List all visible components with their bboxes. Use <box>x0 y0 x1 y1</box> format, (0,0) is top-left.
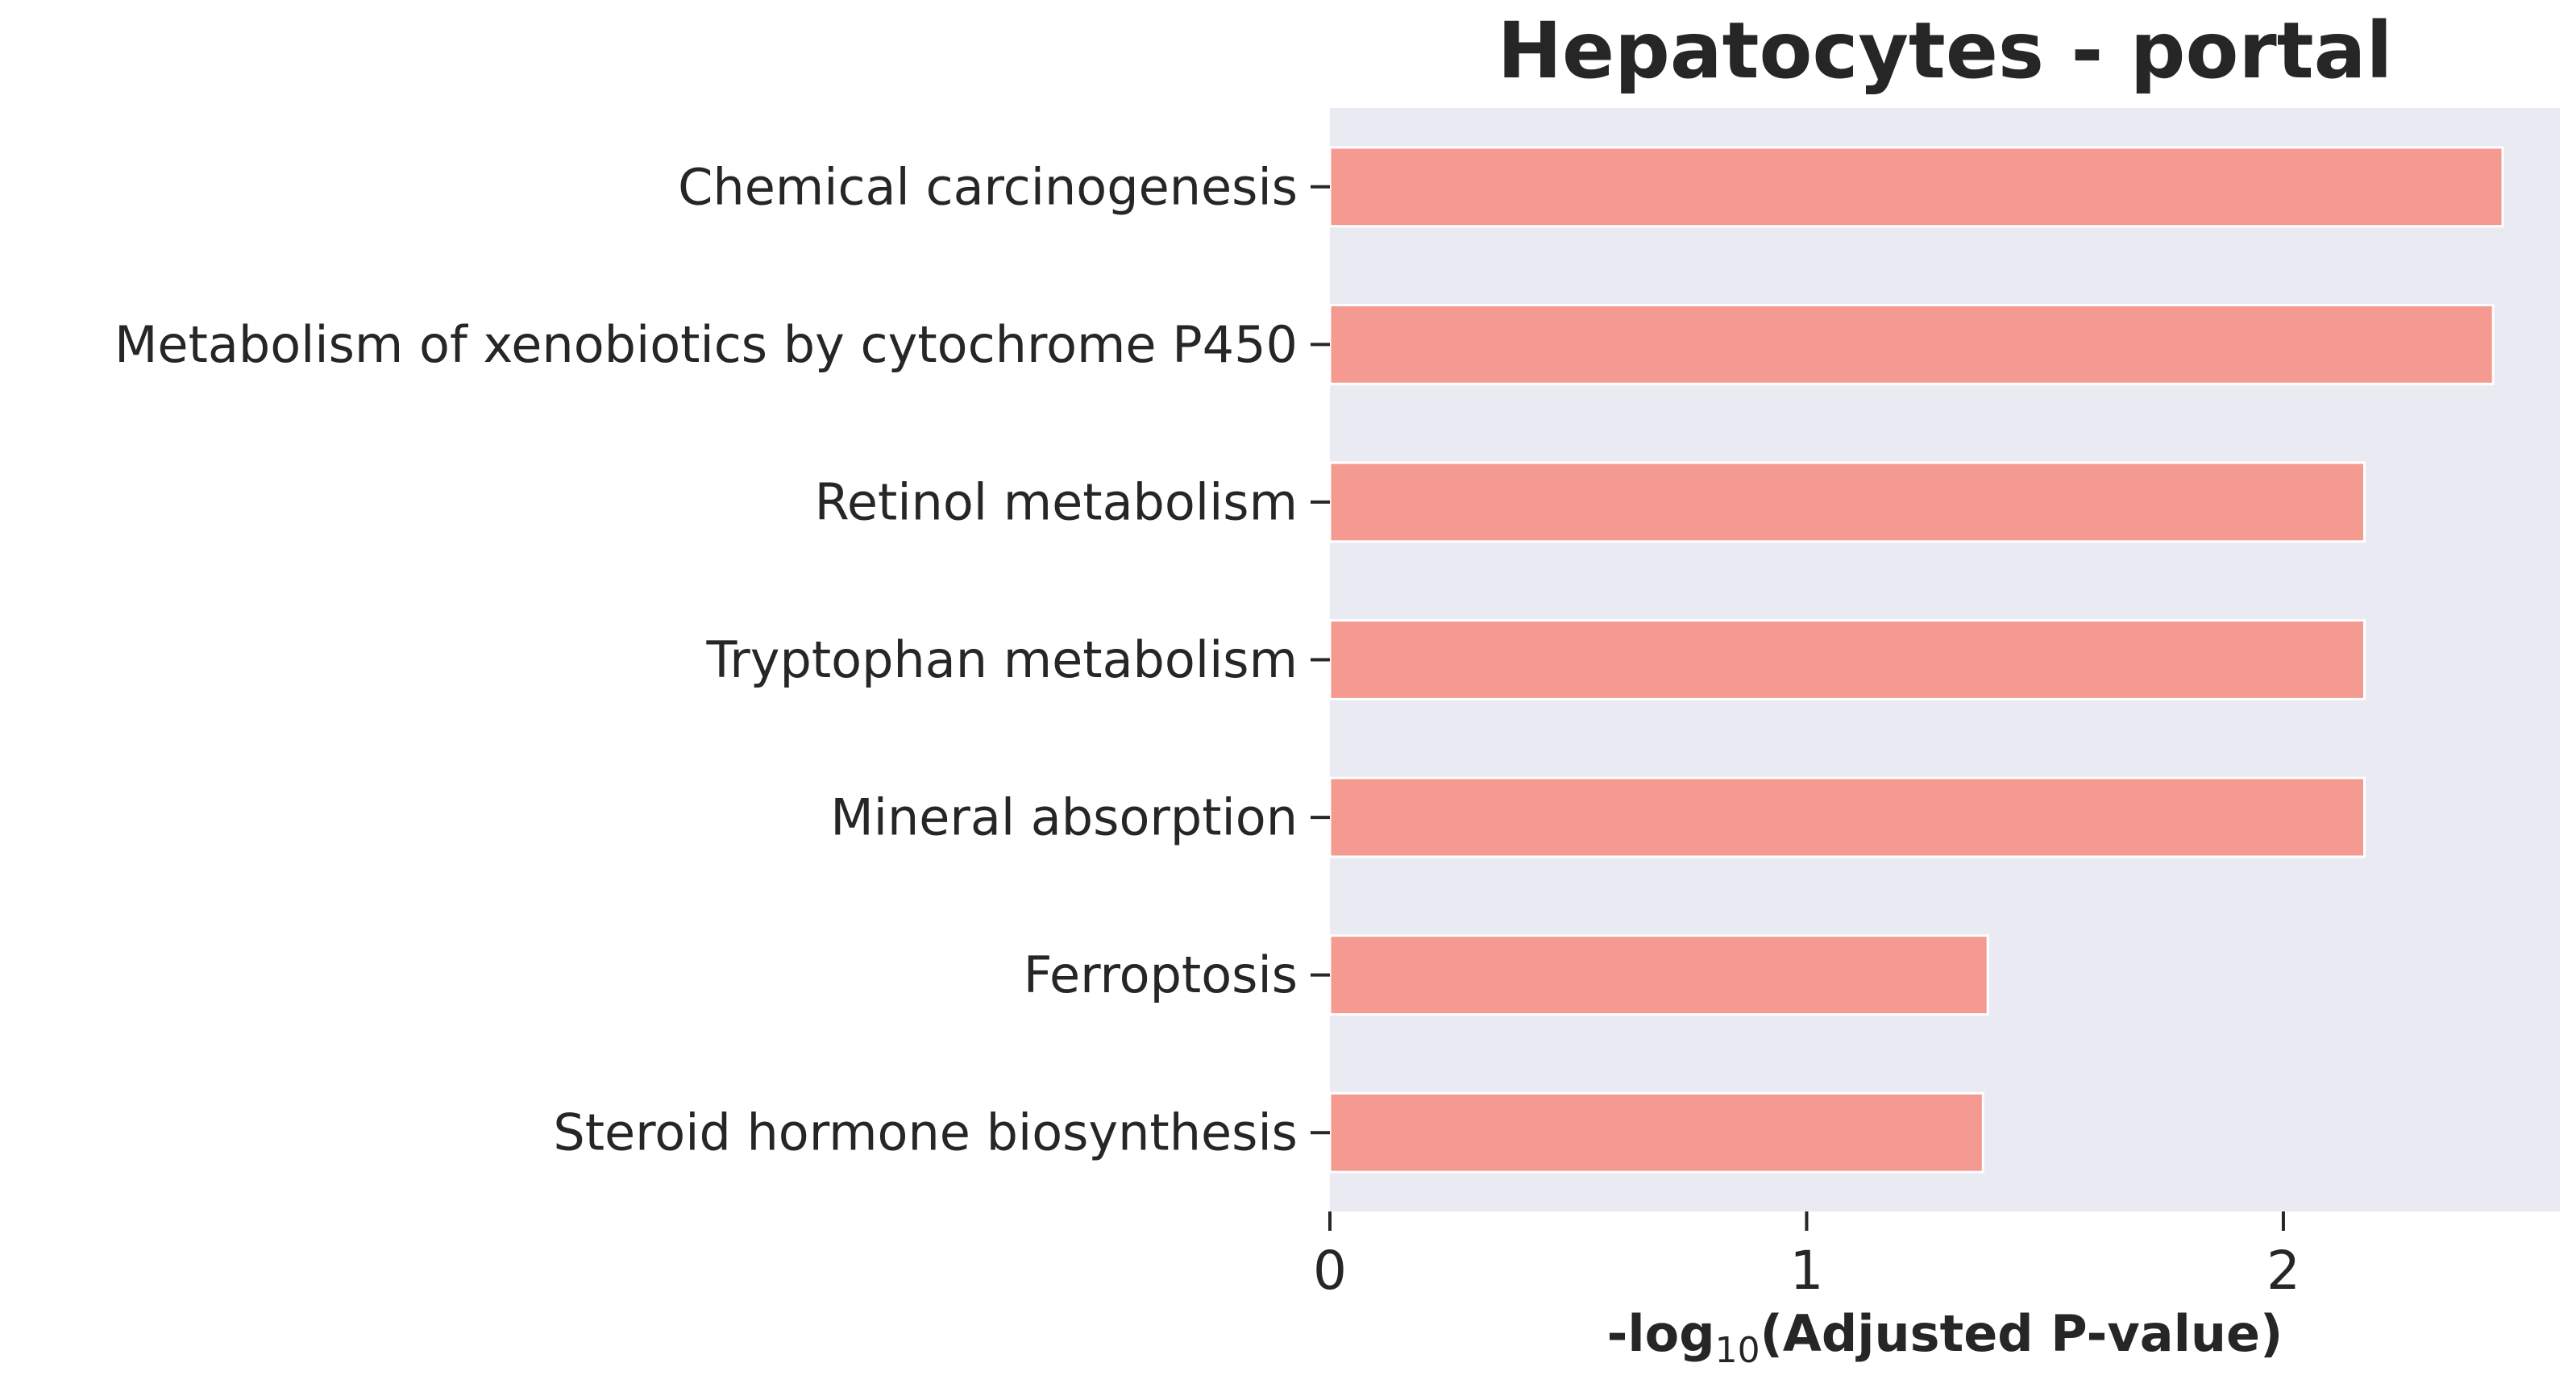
bar <box>1328 619 2366 700</box>
bar <box>1328 303 2495 385</box>
x-tick-label: 0 <box>1313 1240 1347 1302</box>
y-tick-label: Chemical carcinogenesis <box>678 157 1298 216</box>
bars <box>1328 146 2504 1174</box>
bar <box>1328 1091 1984 1174</box>
chart-title: Hepatocytes - portal <box>1498 6 2393 96</box>
y-tick-label: Metabolism of xenobiotics by cytochrome … <box>114 315 1298 374</box>
x-axis: 0 1 2 <box>1313 1211 2300 1302</box>
bar <box>1328 461 2366 543</box>
x-axis-label-prefix: -log <box>1607 1304 1715 1363</box>
y-tick-label: Tryptophan metabolism <box>706 630 1298 689</box>
bar <box>1328 776 2366 858</box>
y-axis: Chemical carcinogenesis Metabolism of xen… <box>114 157 1330 1162</box>
x-tick-label: 1 <box>1789 1240 1823 1302</box>
y-tick-label: Steroid hormone biosynthesis <box>553 1103 1298 1162</box>
bar <box>1328 934 1989 1016</box>
x-axis-label: -log10(Adjusted P-value) <box>1607 1304 2283 1371</box>
x-tick-label: 2 <box>2266 1240 2300 1302</box>
y-tick-label: Retinol metabolism <box>815 472 1298 531</box>
x-axis-label-suffix: (Adjusted P-value) <box>1760 1304 2283 1363</box>
bar <box>1328 146 2504 228</box>
y-tick-label: Ferroptosis <box>1024 945 1298 1004</box>
y-tick-label: Mineral absorption <box>830 788 1298 847</box>
x-axis-label-subscript: 10 <box>1715 1330 1760 1371</box>
